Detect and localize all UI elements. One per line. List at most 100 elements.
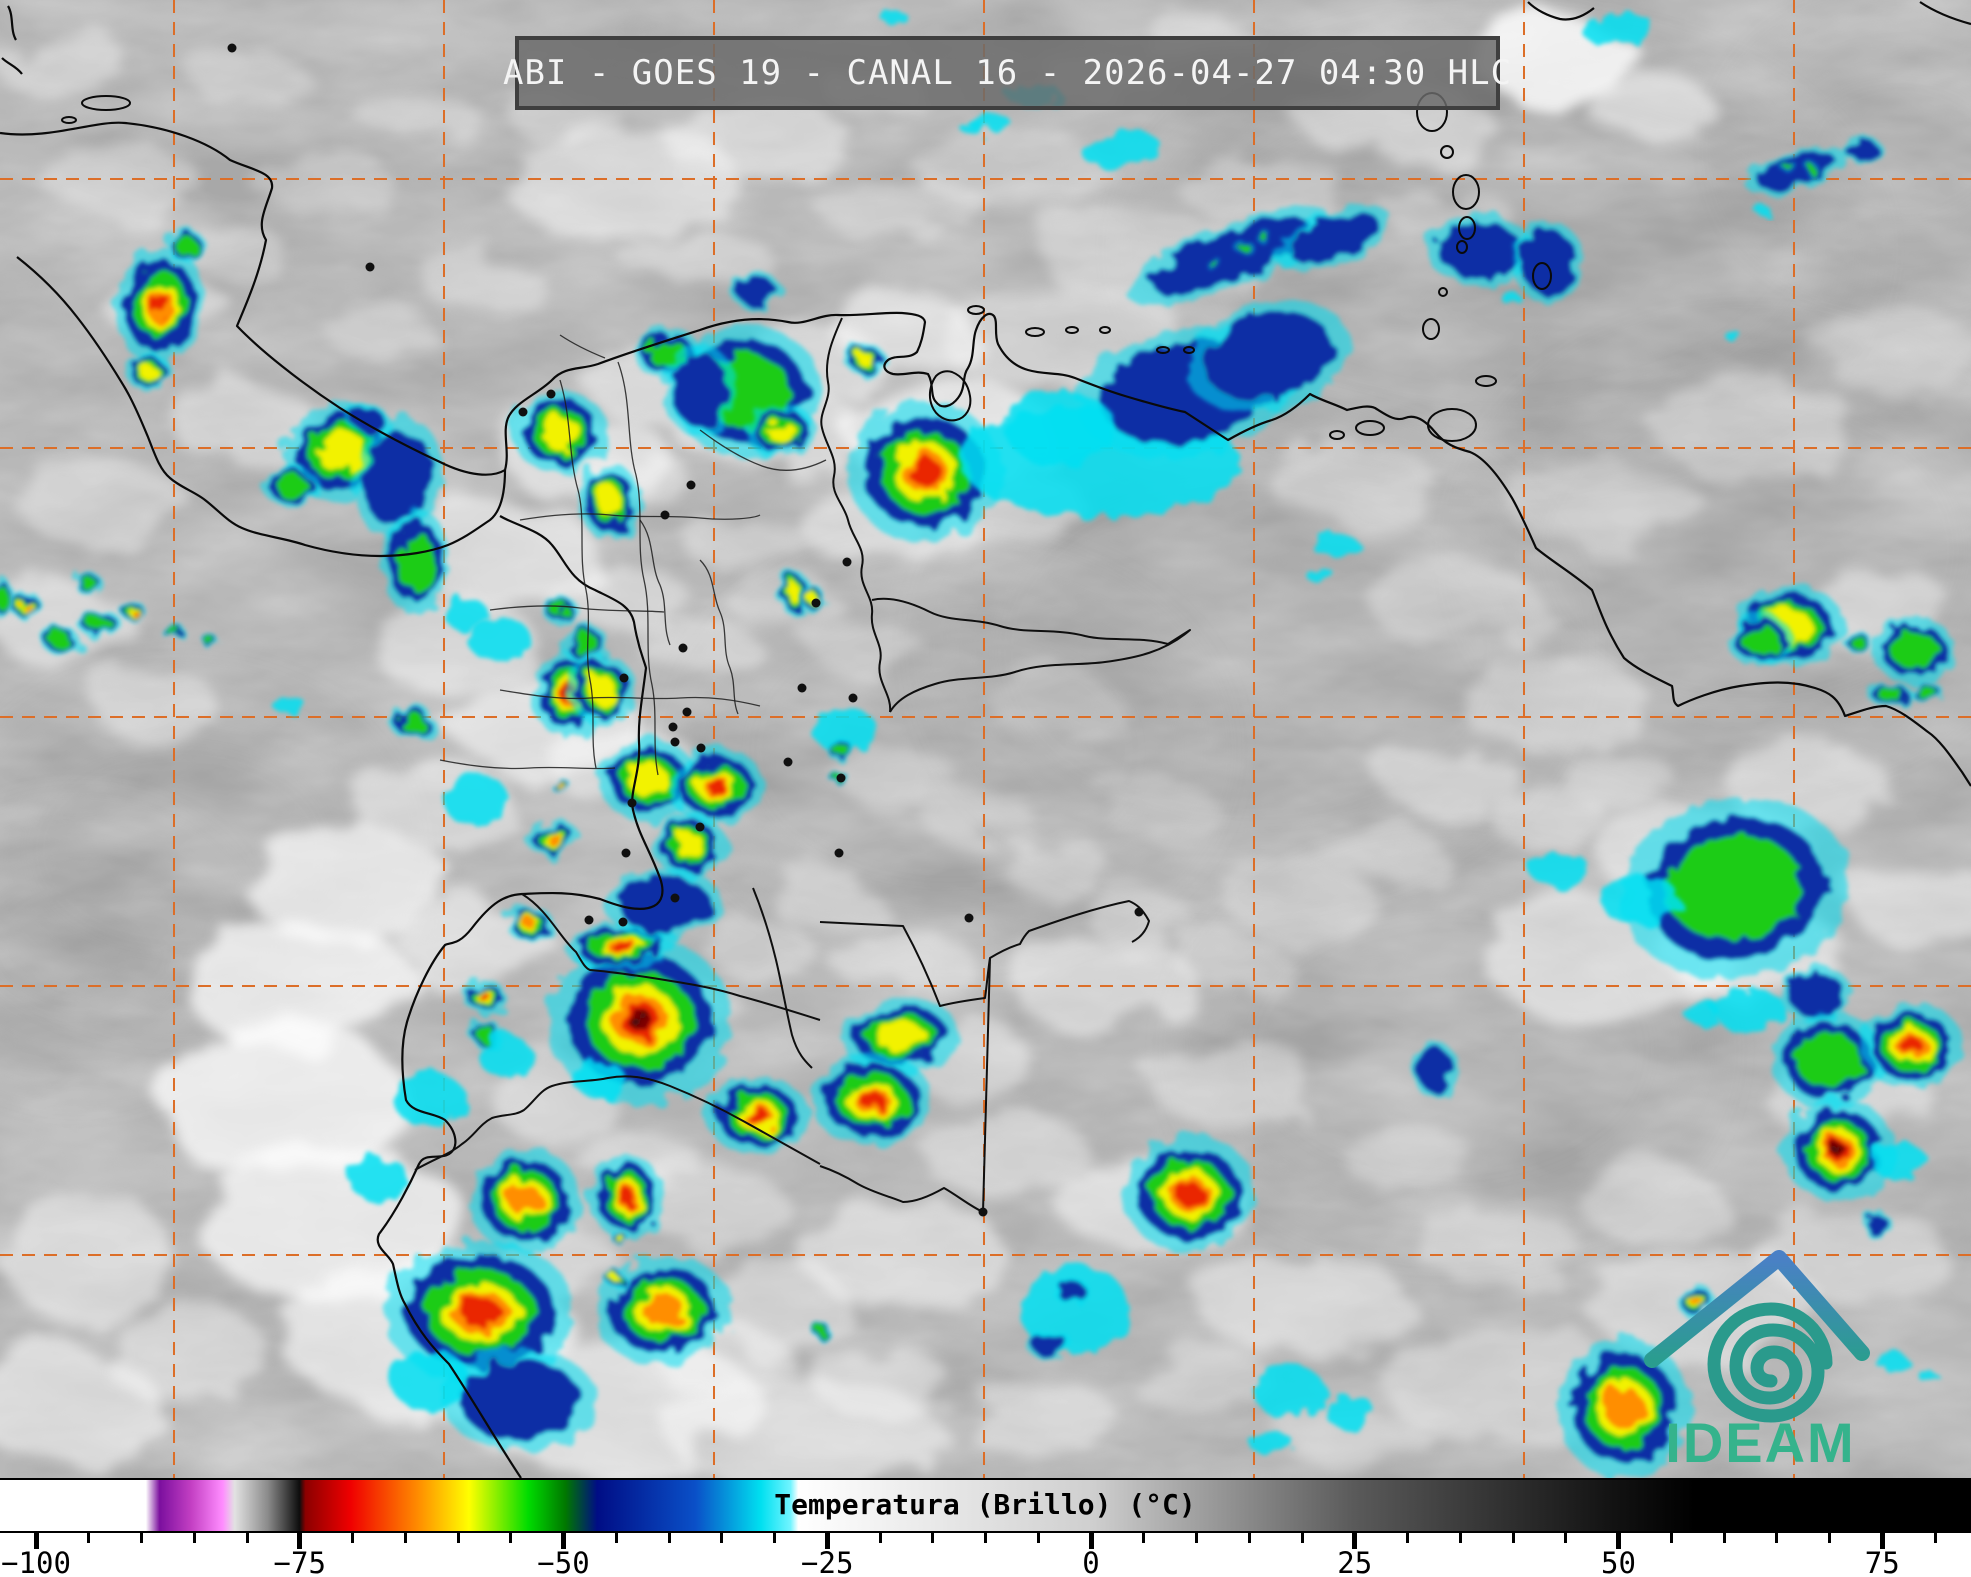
colorbar-minor-tick xyxy=(1775,1533,1779,1543)
colorbar-minor-tick xyxy=(1669,1533,1673,1543)
colorbar-minor-tick xyxy=(878,1533,882,1543)
cloud-blob xyxy=(640,620,760,680)
colorbar-tick-label: 0 xyxy=(1082,1546,1100,1577)
department-border xyxy=(439,759,616,770)
cloud-blob xyxy=(1175,153,1345,217)
storm-cell xyxy=(1005,390,1115,466)
city-dot xyxy=(964,913,974,923)
colorbar-minor-tick xyxy=(1142,1533,1146,1543)
cloud-blob xyxy=(90,673,220,737)
storm-cell xyxy=(729,272,781,308)
storm-cell xyxy=(1276,206,1394,270)
storm-cell xyxy=(1600,875,1680,925)
colorbar-tick-label: 75 xyxy=(1864,1546,1900,1577)
storm-cell xyxy=(1843,631,1873,653)
colorbar-minor-tick xyxy=(1406,1533,1409,1543)
island-outline xyxy=(81,95,131,111)
storm-cell xyxy=(814,1323,832,1341)
cloud-blob xyxy=(1850,863,1971,947)
cloud-blob xyxy=(1650,377,1860,473)
city-dot xyxy=(518,407,528,417)
city-dot xyxy=(678,643,688,653)
cloud-blob xyxy=(190,55,310,105)
colorbar-minor-tick xyxy=(931,1533,935,1543)
coastline-layer xyxy=(0,1,1971,1479)
department-border xyxy=(519,513,761,521)
storm-cell xyxy=(121,601,147,623)
colorbar-minor-tick xyxy=(1300,1533,1304,1543)
island-outline xyxy=(1099,326,1111,334)
storm-cell xyxy=(444,598,488,630)
storm-cell xyxy=(667,747,765,825)
cloud-blob xyxy=(680,510,800,570)
colorbar-minor-tick xyxy=(456,1533,460,1543)
storm-cell xyxy=(1804,163,1820,177)
storm-cell xyxy=(1204,255,1220,269)
city-dot xyxy=(619,673,629,683)
storm-cell xyxy=(1235,239,1253,255)
storm-cell xyxy=(1557,1337,1691,1479)
cloud-blob xyxy=(325,305,435,355)
city-dot xyxy=(836,773,846,783)
colorbar-minor-tick xyxy=(720,1533,724,1543)
colorbar-minor-tick xyxy=(1458,1533,1462,1543)
cloud-blob xyxy=(1005,842,1115,898)
storm-cell xyxy=(1324,1396,1376,1428)
cloud-blob xyxy=(0,1190,170,1320)
storm-cell xyxy=(547,935,733,1105)
colorbar-minor-tick xyxy=(1036,1533,1040,1543)
storm-cell xyxy=(1123,1135,1257,1253)
city-dot xyxy=(618,917,628,927)
storm-cell xyxy=(353,417,443,539)
colorbar-minor-tick xyxy=(1828,1533,1831,1543)
storm-cell xyxy=(746,406,818,458)
country-border xyxy=(871,597,1191,713)
cloud-blob xyxy=(1460,657,1650,753)
storm-cell xyxy=(1685,1003,1721,1025)
cloud-blob xyxy=(1290,1410,1430,1470)
colorbar-tick-label: −100 xyxy=(1,1546,71,1577)
storm-cell xyxy=(579,463,641,541)
city-dot xyxy=(834,848,844,858)
storm-cell xyxy=(468,618,532,662)
cloud-blob xyxy=(160,1027,410,1183)
storm-cell xyxy=(505,907,555,941)
storm-cell xyxy=(552,780,574,796)
cloud-blob xyxy=(360,95,480,145)
storm-cell xyxy=(1186,299,1350,413)
cloud-blob xyxy=(1175,932,1285,988)
storm-cell xyxy=(274,696,306,716)
storm-cell xyxy=(962,123,988,137)
island-outline xyxy=(1532,262,1552,290)
department-border xyxy=(617,361,659,776)
colorbar-minor-tick xyxy=(509,1533,513,1543)
country-border xyxy=(414,1075,821,1171)
storm-cell xyxy=(813,707,877,753)
cloud-blob xyxy=(1580,1160,1720,1240)
city-dot xyxy=(686,480,696,490)
cloud-blob xyxy=(1340,1123,1470,1187)
cloud-blob xyxy=(920,1113,1090,1197)
storm-cell xyxy=(1677,1285,1717,1319)
storm-cell xyxy=(263,466,321,508)
storm-cell xyxy=(1306,567,1334,583)
colorbar-minor-tick xyxy=(1511,1533,1515,1543)
colorbar-major-tick xyxy=(1879,1533,1885,1549)
storm-cell xyxy=(1780,965,1852,1023)
storm-cell xyxy=(1875,1354,1909,1370)
island-outline xyxy=(61,116,77,124)
cloud-blob xyxy=(765,872,875,928)
city-dot xyxy=(797,683,807,693)
island-outline xyxy=(1456,240,1468,254)
cloud-blob xyxy=(1270,447,1440,523)
storm-cell xyxy=(654,812,726,880)
storm-cell xyxy=(664,343,736,437)
storm-cell xyxy=(810,1053,934,1147)
colorbar-minor-tick xyxy=(351,1533,354,1543)
city-dot xyxy=(783,757,793,767)
storm-cell xyxy=(165,230,207,262)
storm-cell xyxy=(845,344,887,376)
country-border xyxy=(521,893,821,1021)
coastline xyxy=(503,311,1971,787)
cloud-blob xyxy=(990,673,1120,737)
